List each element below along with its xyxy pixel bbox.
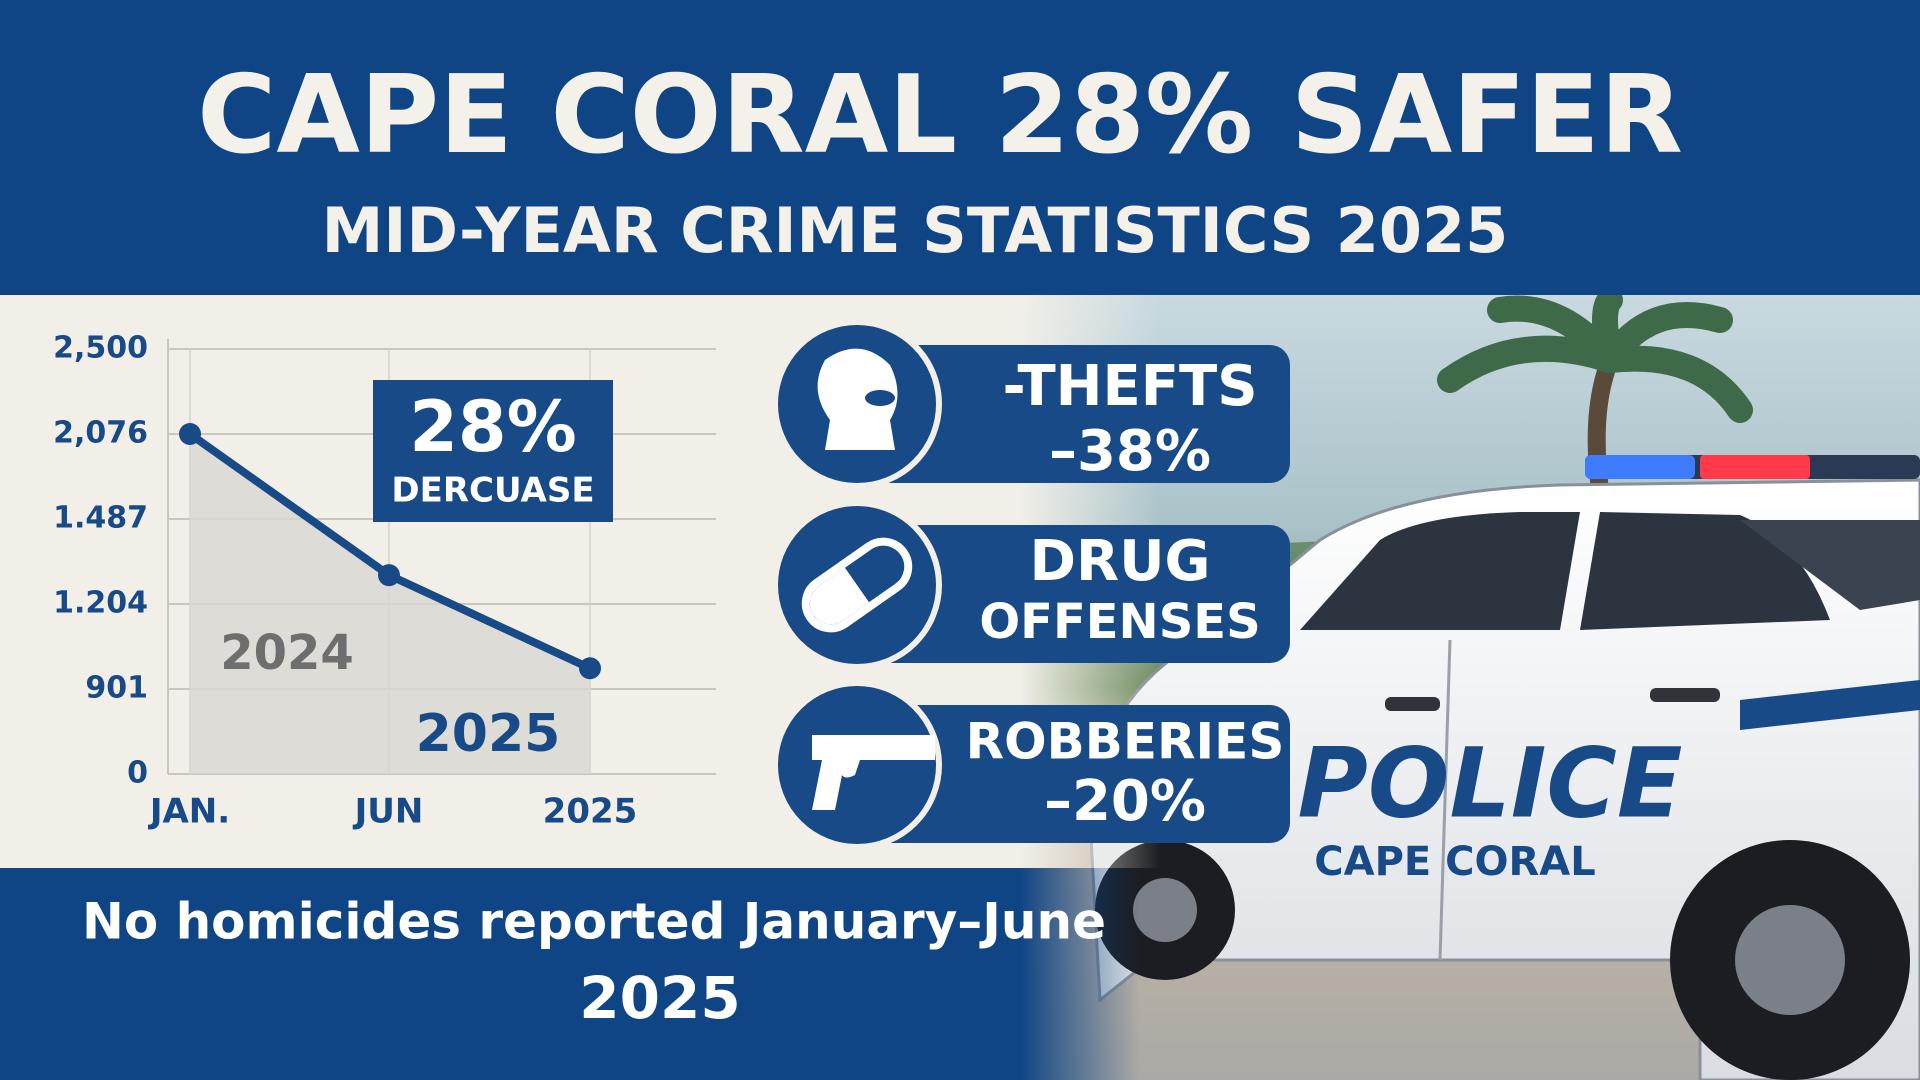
y-tick-label: 901 — [85, 671, 148, 706]
y-tick-label: 0 — [127, 756, 148, 791]
footer-fade — [1020, 868, 1140, 1080]
line-chart: 0 901 1.204 1.487 2,076 2,500 JAN. JUN 2025 2024 2… — [53, 331, 716, 832]
stat-robbery: ROBBERIES –20% — [772, 680, 1290, 850]
police-car: POLICE CAPE CORAL — [1088, 455, 1920, 1080]
stat-drug: DRUG OFFENSES — [772, 500, 1290, 670]
x-tick-label: 2025 — [543, 792, 638, 832]
y-tick-label: 1.204 — [53, 586, 148, 621]
point — [378, 564, 400, 587]
y-tick-label: 2,500 — [53, 331, 148, 366]
callout-box — [373, 380, 613, 522]
x-tick-label: JUN — [353, 792, 424, 832]
x-tick-label: JAN. — [148, 792, 230, 832]
stat-label: DRUG — [1029, 529, 1210, 594]
y-tick-label: 2,076 — [53, 416, 148, 451]
car-subtext: CAPE CORAL — [1314, 839, 1595, 885]
title: CAPE CORAL 28% SAFER — [197, 53, 1683, 178]
stat-label: -THEFTS — [1002, 354, 1257, 419]
stat-value: –38% — [1049, 419, 1211, 484]
stat-value: OFFENSES — [979, 594, 1260, 650]
callout-text: DERCUASE — [391, 471, 594, 511]
stat-label: ROBBERIES — [966, 713, 1285, 771]
y-tick-label: 1.487 — [53, 501, 148, 536]
annotation: 2024 — [220, 625, 354, 681]
point — [179, 423, 201, 445]
footer-band — [0, 868, 1020, 1080]
callout-title: 28% — [409, 386, 577, 468]
stat-theft: -THEFTS –38% — [772, 319, 1290, 489]
stat-value: –20% — [1044, 769, 1206, 834]
footer-line: No homicides reported January–June — [82, 893, 1106, 951]
area — [190, 434, 590, 774]
annotation: 2025 — [416, 704, 561, 764]
subtitle: MID-YEAR CRIME STATISTICS 2025 — [322, 194, 1509, 267]
header-band — [0, 0, 1920, 295]
footer-line: 2025 — [579, 964, 740, 1032]
point — [579, 657, 601, 680]
car-text: POLICE — [1298, 727, 1683, 839]
